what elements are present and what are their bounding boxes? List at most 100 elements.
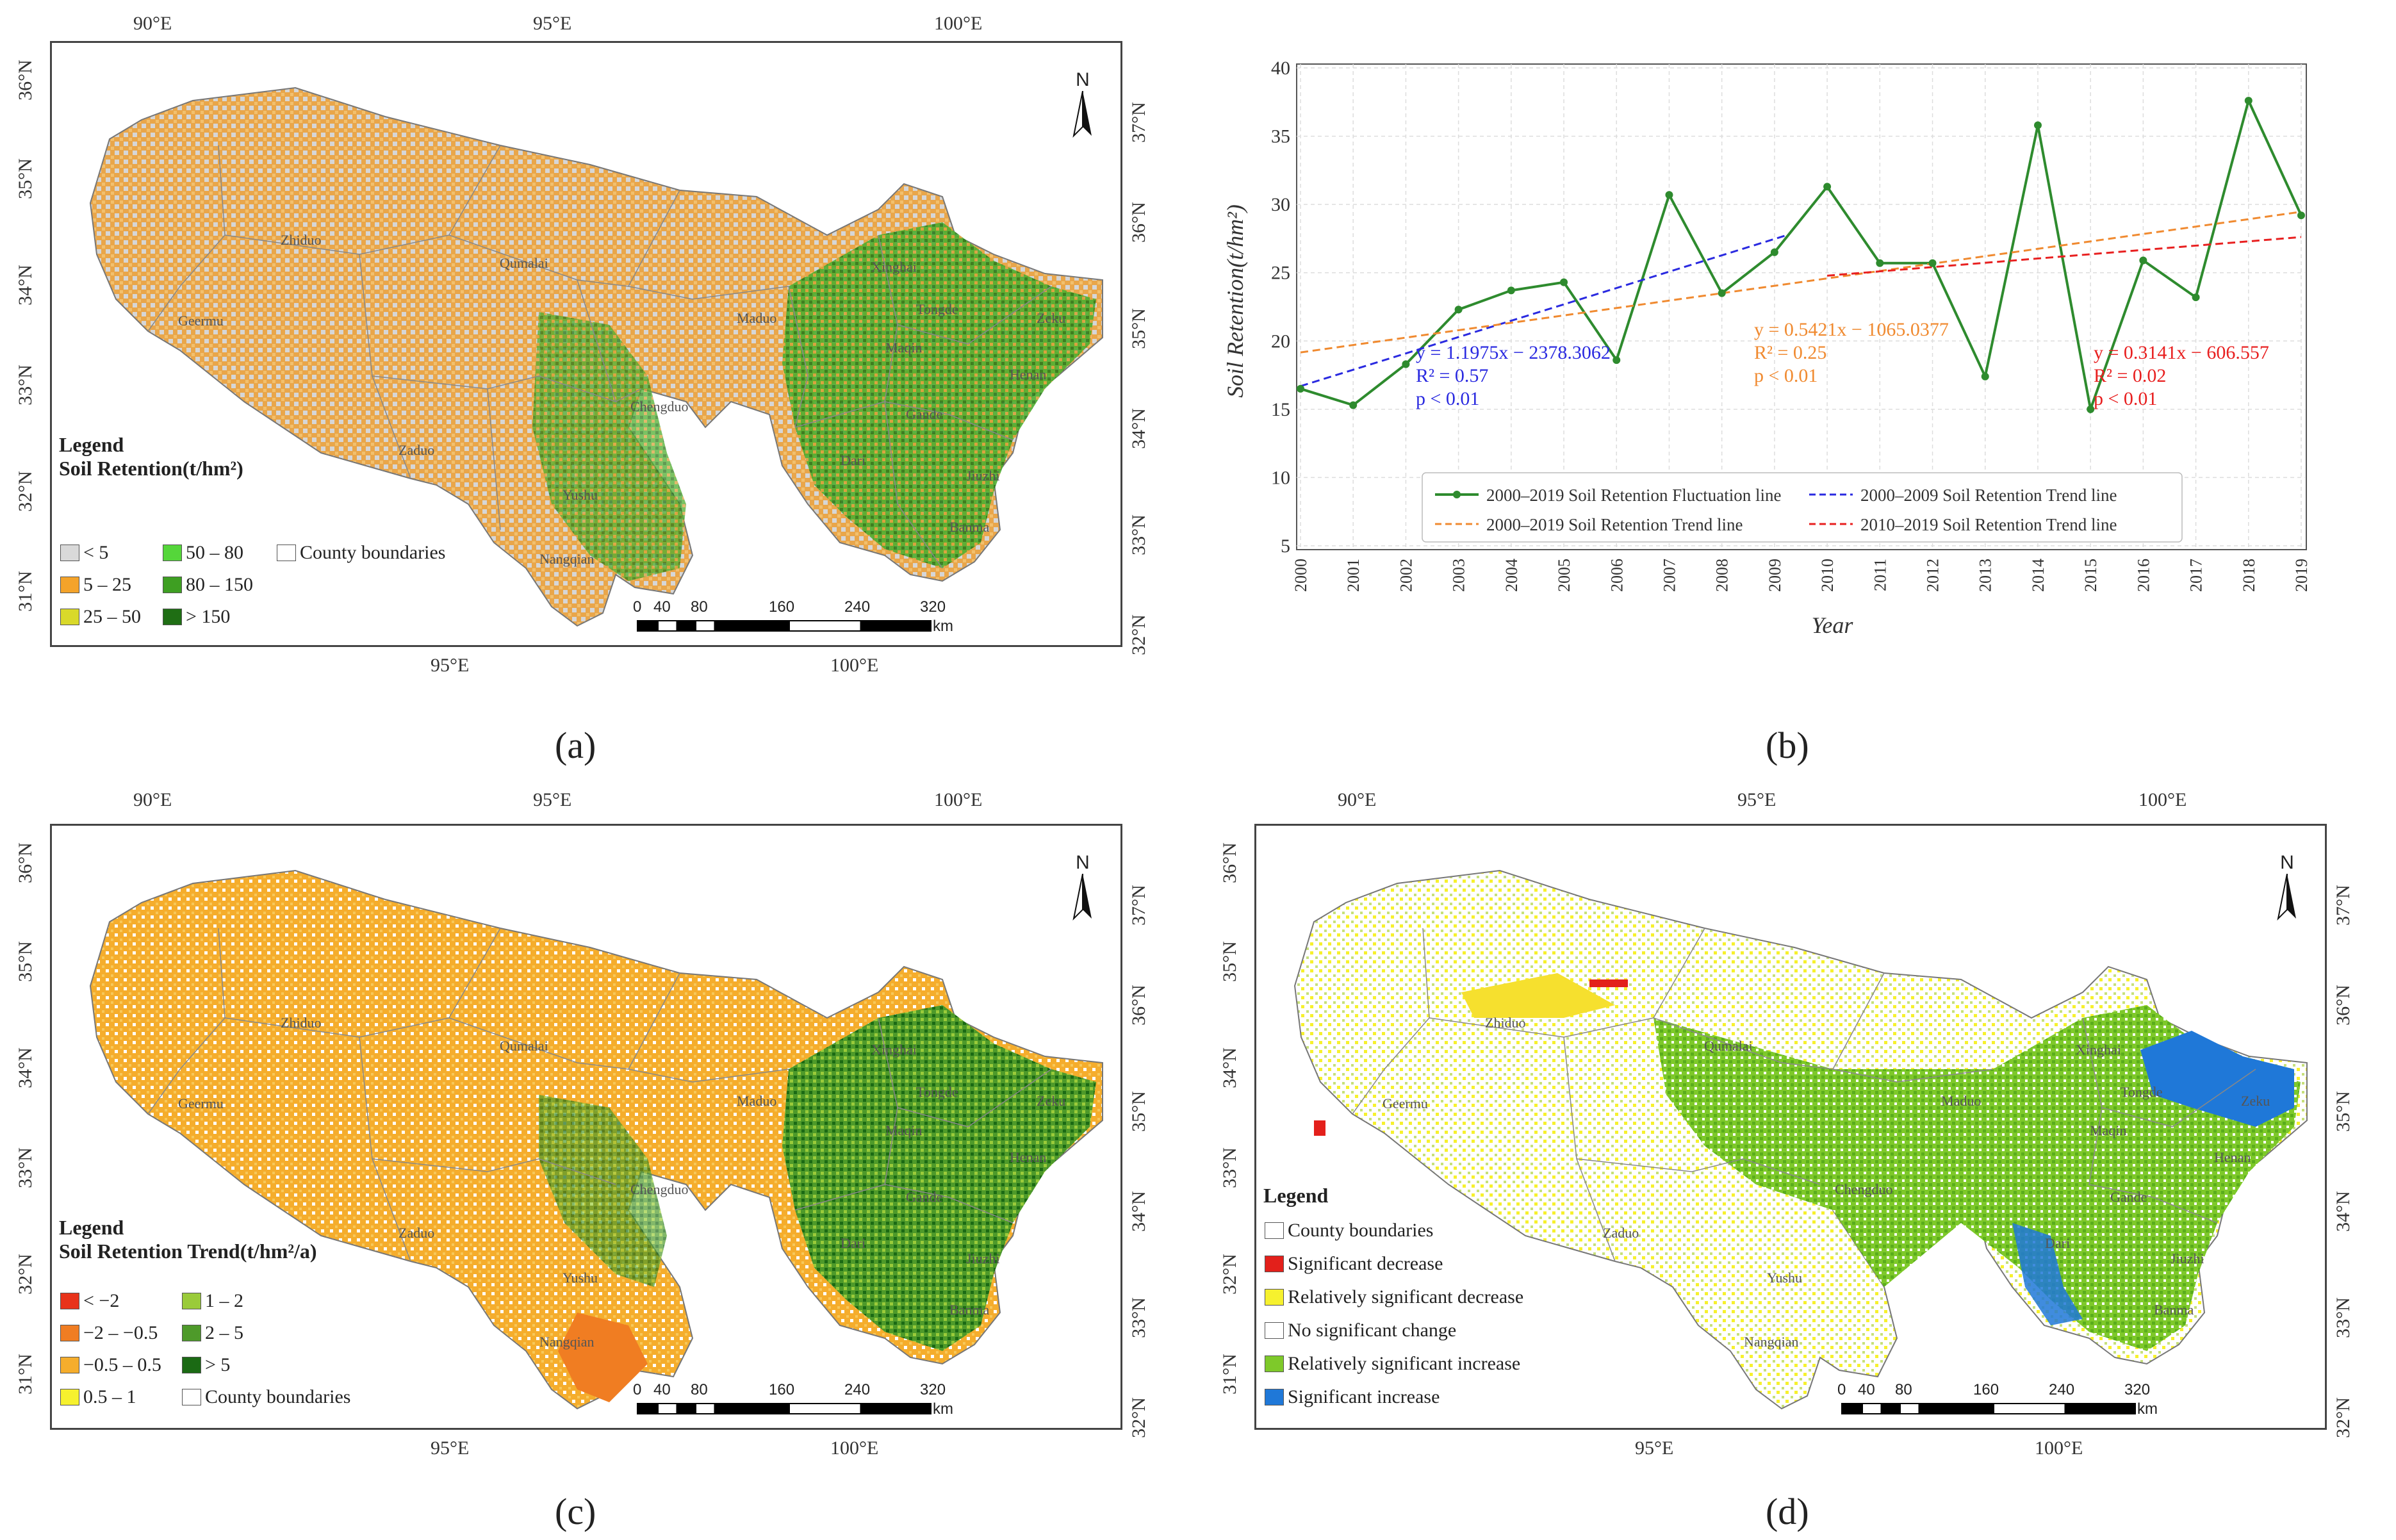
data-point: [2192, 293, 2200, 302]
lon-top: 100°E: [934, 13, 983, 34]
legend-swatch: [60, 1325, 79, 1341]
series-lines: [1300, 97, 2302, 414]
trend-line: [1826, 236, 2302, 277]
lat-right: 32°N: [1128, 1397, 1149, 1438]
lon-top: 90°E: [133, 13, 172, 34]
north-arrow: N: [1063, 69, 1102, 147]
lat-left: 35°N: [14, 941, 36, 982]
scale-unit: km: [933, 618, 953, 635]
lat-left: 31°N: [14, 571, 36, 612]
legend-item: 2 – 5: [182, 1322, 243, 1344]
scale-tick: 320: [920, 598, 946, 616]
legend-item: 5 – 25: [60, 574, 131, 596]
annotation-line: y = 0.3141x − 606.557: [2094, 342, 2269, 363]
county-label: Jiuzhi: [2170, 1250, 2204, 1266]
x-tick-label: 2010: [1818, 559, 1837, 592]
lon-bottom: 95°E: [431, 1438, 470, 1459]
scale-tick: 320: [920, 1381, 946, 1398]
legend-swatch: [182, 1293, 201, 1309]
scale-tick: 80: [691, 598, 708, 616]
annotation-line: p < 0.01: [2094, 388, 2157, 409]
lat-right: 34°N: [1128, 408, 1149, 449]
county-label: Jiuzhi: [966, 1250, 1000, 1266]
legend-item: < −2: [60, 1290, 119, 1312]
scale-tick: 160: [769, 1381, 795, 1398]
lat-left: 32°N: [1219, 1254, 1240, 1295]
county-label: Chengduo: [630, 1181, 689, 1197]
caption-a: (a): [555, 725, 596, 766]
green-zone-d: [1653, 1005, 2301, 1351]
x-tick-label: 2001: [1344, 559, 1363, 592]
legend-item: Relatively significant decrease: [1265, 1286, 1523, 1308]
lat-left: 35°N: [1219, 941, 1240, 982]
map-c-canvas: [89, 869, 1103, 1410]
county-label: Tongde: [916, 301, 958, 317]
legend-box: [1422, 472, 2183, 543]
north-arrow: N: [2268, 852, 2306, 930]
county-label: Chengduo: [1835, 1181, 1893, 1197]
data-point: [1876, 259, 1884, 267]
data-point: [1454, 306, 1463, 314]
annotation-line: R² = 0.57: [1416, 365, 1488, 386]
trend-line: [1300, 211, 2302, 354]
map-panel-c: Zhiduo Geermu Qumalai Maduo Xinghai Tong…: [0, 783, 1192, 1540]
county-label: Geermu: [178, 313, 224, 329]
annotation-red: y = 0.3141x − 606.557 R² = 0.02 p < 0.01: [2094, 342, 2269, 409]
county-label: Maduo: [737, 310, 777, 326]
lat-left: 34°N: [14, 265, 36, 306]
scale-tick: 240: [844, 1381, 871, 1398]
county-boundaries-a: [147, 145, 1052, 569]
scale-tick: 240: [2049, 1381, 2075, 1398]
data-point: [1718, 289, 1726, 297]
scale-tick: 320: [2124, 1381, 2151, 1398]
x-tick-label: 2002: [1397, 559, 1415, 592]
blue-zone-d2: [2012, 1223, 2083, 1325]
lon-bottom: 100°E: [830, 1438, 879, 1459]
lat-right: 37°N: [2332, 885, 2354, 926]
lat-right: 35°N: [1128, 308, 1149, 349]
legend-swatch: [1265, 1222, 1284, 1239]
lat-right: 37°N: [1128, 885, 1149, 926]
lat-left: 36°N: [14, 60, 36, 101]
lat-left: 32°N: [14, 471, 36, 512]
lat-right: 32°N: [1128, 614, 1149, 655]
caption-b: (b): [1766, 725, 1809, 766]
legend-subtitle: Soil Retention Trend(t/hm²/a): [59, 1240, 317, 1263]
legend-swatch: [163, 577, 182, 593]
scale-bar-graphic: [637, 620, 931, 632]
county-label: Jiuzhi: [966, 468, 1000, 484]
lat-left: 36°N: [1219, 842, 1240, 883]
north-arrow-icon: [1072, 873, 1092, 921]
lat-left: 34°N: [14, 1047, 36, 1088]
annotation-orange: y = 0.5421x − 1065.0377 R² = 0.25 p < 0.…: [1754, 319, 1949, 386]
scale-bar-c: 0 40 80 160 240 320 km: [633, 1381, 970, 1420]
north-label: N: [1076, 69, 1090, 90]
x-tick-label: 2018: [2240, 559, 2258, 592]
north-arrow-icon: [1072, 90, 1092, 138]
map-legend-c: Legend Soil Retention Trend(t/hm²/a) < −…: [59, 1216, 520, 1421]
lat-right: 33°N: [1128, 1297, 1149, 1338]
legend-item: 1 – 2: [182, 1290, 243, 1312]
green-zone-a2: [532, 312, 686, 581]
chart-panel-b: 5 10 15 20 25 30 35 40 2000 2001 2002 2003 2004 2005…: [1204, 0, 2396, 788]
county-label: Xinghai: [871, 1042, 917, 1058]
green-zone-a: [782, 222, 1096, 568]
lat-left: 33°N: [14, 365, 36, 405]
data-point: [1823, 183, 1832, 191]
data-point: [1402, 360, 1410, 368]
lat-right: 34°N: [1128, 1191, 1149, 1232]
lon-top: 90°E: [133, 789, 172, 810]
county-label: Banma: [949, 1302, 990, 1318]
x-tick-label: 2003: [1450, 559, 1468, 592]
x-tick-label: 2017: [2187, 559, 2206, 592]
lon-top: 90°E: [1338, 789, 1377, 810]
lon-bottom: 95°E: [431, 655, 470, 676]
legend-swatch: [1265, 1389, 1284, 1405]
county-label: Geermu: [1383, 1095, 1428, 1111]
county-label: Banma: [949, 519, 990, 535]
y-tick-label: 5: [1281, 536, 1290, 557]
data-point: [1612, 356, 1621, 365]
county-label: Zeku: [1037, 1093, 1066, 1109]
lat-left: 33°N: [14, 1147, 36, 1188]
county-label: Maduo: [1941, 1093, 1982, 1109]
